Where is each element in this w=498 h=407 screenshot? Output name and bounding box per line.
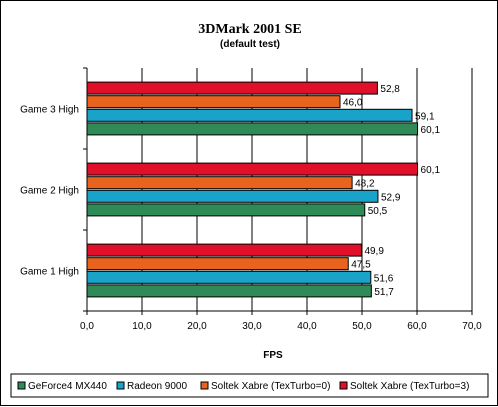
x-tick-label: 60,0 — [407, 321, 427, 332]
x-tick-label: 0,0 — [80, 321, 94, 332]
data-label: 59,1 — [415, 111, 435, 122]
legend-label: Radeon 9000 — [127, 381, 187, 392]
legend-swatch — [339, 381, 348, 390]
chart-title: 3DMark 2001 SE — [198, 22, 301, 37]
data-label: 50,5 — [368, 206, 388, 217]
category-label: Game 3 High — [20, 105, 79, 116]
bar — [86, 176, 353, 190]
bar — [86, 189, 379, 203]
category-label: Game 2 High — [20, 186, 79, 197]
legend-label: Soltek Xabre (TexTurbo=3) — [350, 381, 469, 392]
bar — [86, 203, 366, 217]
legend-swatch — [116, 381, 125, 390]
legend-box — [10, 373, 489, 398]
x-tick-label: 10,0 — [132, 321, 152, 332]
plot-background — [87, 68, 472, 311]
data-label: 51,7 — [374, 287, 394, 298]
x-tick-label: 40,0 — [297, 321, 317, 332]
legend-label: Soltek Xabre (TexTurbo=0) — [211, 381, 330, 392]
data-label: 46,0 — [343, 98, 363, 109]
bar — [86, 270, 372, 284]
x-tick-label: 70,0 — [462, 321, 482, 332]
data-label: 49,9 — [364, 246, 384, 257]
x-tick-label: 30,0 — [242, 321, 262, 332]
chart-subtitle: (default test) — [220, 39, 280, 50]
bar — [86, 284, 372, 298]
category-label: Game 1 High — [20, 267, 79, 278]
bar — [86, 257, 349, 271]
legend: GeForce4 MX440 Radeon 9000 Soltek Xabre (T… — [10, 373, 489, 398]
bar — [86, 95, 341, 109]
data-label: 60,1 — [421, 165, 441, 176]
data-label: 52,8 — [380, 84, 400, 95]
data-label: 47,5 — [351, 260, 371, 271]
data-label: 60,1 — [421, 125, 441, 136]
x-tick-label: 50,0 — [352, 321, 372, 332]
bar — [86, 162, 419, 176]
plot-area: 0,0 10,0 20,0 30,0 40,0 50,0 60,0 70,0 Game 1 Hi… — [20, 67, 482, 332]
bar — [86, 122, 419, 136]
data-label: 52,9 — [381, 192, 401, 203]
bar — [86, 243, 362, 257]
data-label: 51,6 — [374, 273, 394, 284]
legend-label: GeForce4 MX440 — [28, 381, 107, 392]
legend-swatch — [200, 381, 209, 390]
data-label: 48,2 — [355, 179, 375, 190]
x-tick-label: 20,0 — [187, 321, 207, 332]
x-axis-title: FPS — [263, 350, 283, 361]
bar — [86, 81, 378, 95]
legend-swatch — [17, 381, 26, 390]
bar — [86, 108, 413, 122]
